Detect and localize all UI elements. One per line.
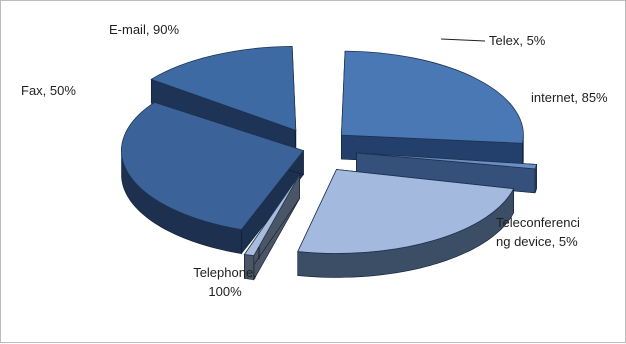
pie-slice-e-mail xyxy=(340,50,524,168)
slice-top-face xyxy=(121,101,305,231)
data-label-line: Telephone, xyxy=(193,265,257,280)
slice-top-face xyxy=(356,152,538,170)
data-label-teleconferencing-device: Teleconferenci ng device, 5% xyxy=(496,215,580,249)
slice-top-face xyxy=(340,50,524,144)
data-label-line: internet, 85% xyxy=(531,90,608,105)
data-label-line: Fax, 50% xyxy=(21,83,76,98)
data-label-telephone: Telephone, 100% xyxy=(193,265,257,299)
data-label-line: Teleconferenci xyxy=(496,215,580,230)
slice-top-face xyxy=(297,169,515,254)
pie-slice-telephone xyxy=(121,101,305,255)
leader-line-telex xyxy=(440,38,486,42)
data-label-telex: Telex, 5% xyxy=(489,33,546,48)
data-label-line: 100% xyxy=(208,284,242,299)
pie-slice-internet xyxy=(297,169,515,278)
pie-slice-fax xyxy=(150,45,297,155)
slice-top-face xyxy=(150,45,297,131)
data-label-e-mail: E-mail, 90% xyxy=(109,22,180,37)
data-label-line: ng device, 5% xyxy=(496,234,578,249)
slice-top-face xyxy=(243,174,301,257)
data-label-line: Telex, 5% xyxy=(489,33,546,48)
pie-slice-teleconferencing-device xyxy=(243,173,301,281)
data-label-internet: internet, 85% xyxy=(531,90,608,105)
data-label-fax: Fax, 50% xyxy=(21,83,76,98)
data-label-line: E-mail, 90% xyxy=(109,22,180,37)
